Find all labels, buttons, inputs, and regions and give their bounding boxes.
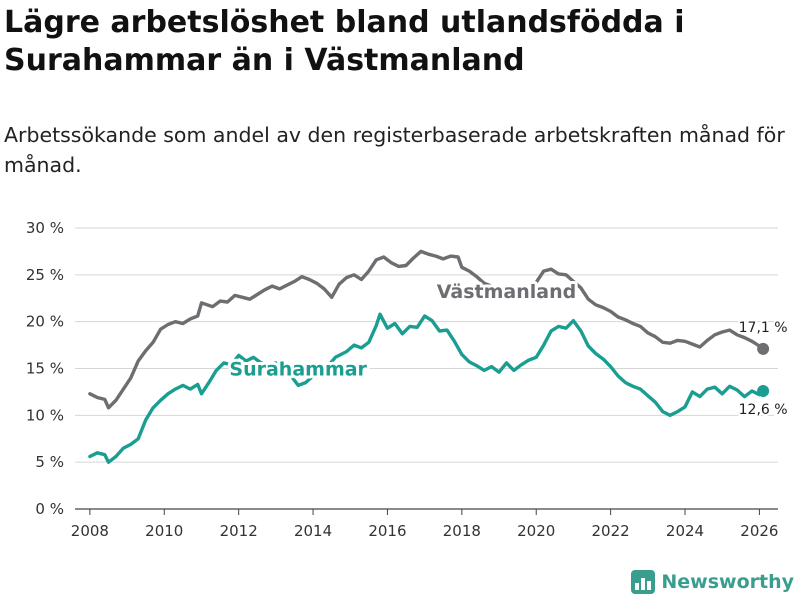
x-tick-label: 2008 bbox=[71, 522, 109, 540]
x-tick-label: 2014 bbox=[294, 522, 332, 540]
x-tick-label: 2018 bbox=[443, 522, 481, 540]
y-tick-label: 25 % bbox=[26, 266, 64, 284]
series-label-surahammar: Surahammar bbox=[229, 359, 367, 381]
y-tick-label: 30 % bbox=[26, 219, 64, 237]
series-label-västmanland: Västmanland bbox=[437, 281, 577, 303]
end-point-västmanland[interactable] bbox=[757, 342, 770, 355]
series-line-västmanland bbox=[88, 249, 765, 410]
x-tick-label: 2024 bbox=[666, 522, 704, 540]
y-tick-label: 15 % bbox=[26, 360, 64, 378]
y-tick-label: 5 % bbox=[35, 453, 64, 471]
newsworthy-brand[interactable]: Newsworthy bbox=[631, 570, 794, 594]
x-tick-label: 2022 bbox=[592, 522, 630, 540]
x-tick-label: 2016 bbox=[368, 522, 406, 540]
x-tick-label: 2026 bbox=[740, 522, 778, 540]
x-tick-label: 2010 bbox=[145, 522, 183, 540]
chart-subtitle: Arbetssökande som andel av den registerb… bbox=[4, 123, 785, 177]
x-tick-label: 2012 bbox=[220, 522, 258, 540]
end-value-label-surahammar: 12,6 % bbox=[739, 402, 788, 418]
y-tick-label: 20 % bbox=[26, 313, 64, 331]
chart-title: Lägre arbetslöshet bland utlandsfödda i … bbox=[4, 5, 685, 78]
y-tick-label: 0 % bbox=[35, 500, 64, 518]
brand-name: Newsworthy bbox=[661, 571, 794, 593]
y-tick-label: 10 % bbox=[26, 406, 64, 424]
newsworthy-logo-icon bbox=[631, 570, 656, 594]
end-value-label-västmanland: 17,1 % bbox=[739, 320, 788, 336]
series-line-surahammar bbox=[88, 312, 765, 464]
end-point-surahammar[interactable] bbox=[757, 384, 770, 397]
x-tick-label: 2020 bbox=[517, 522, 555, 540]
